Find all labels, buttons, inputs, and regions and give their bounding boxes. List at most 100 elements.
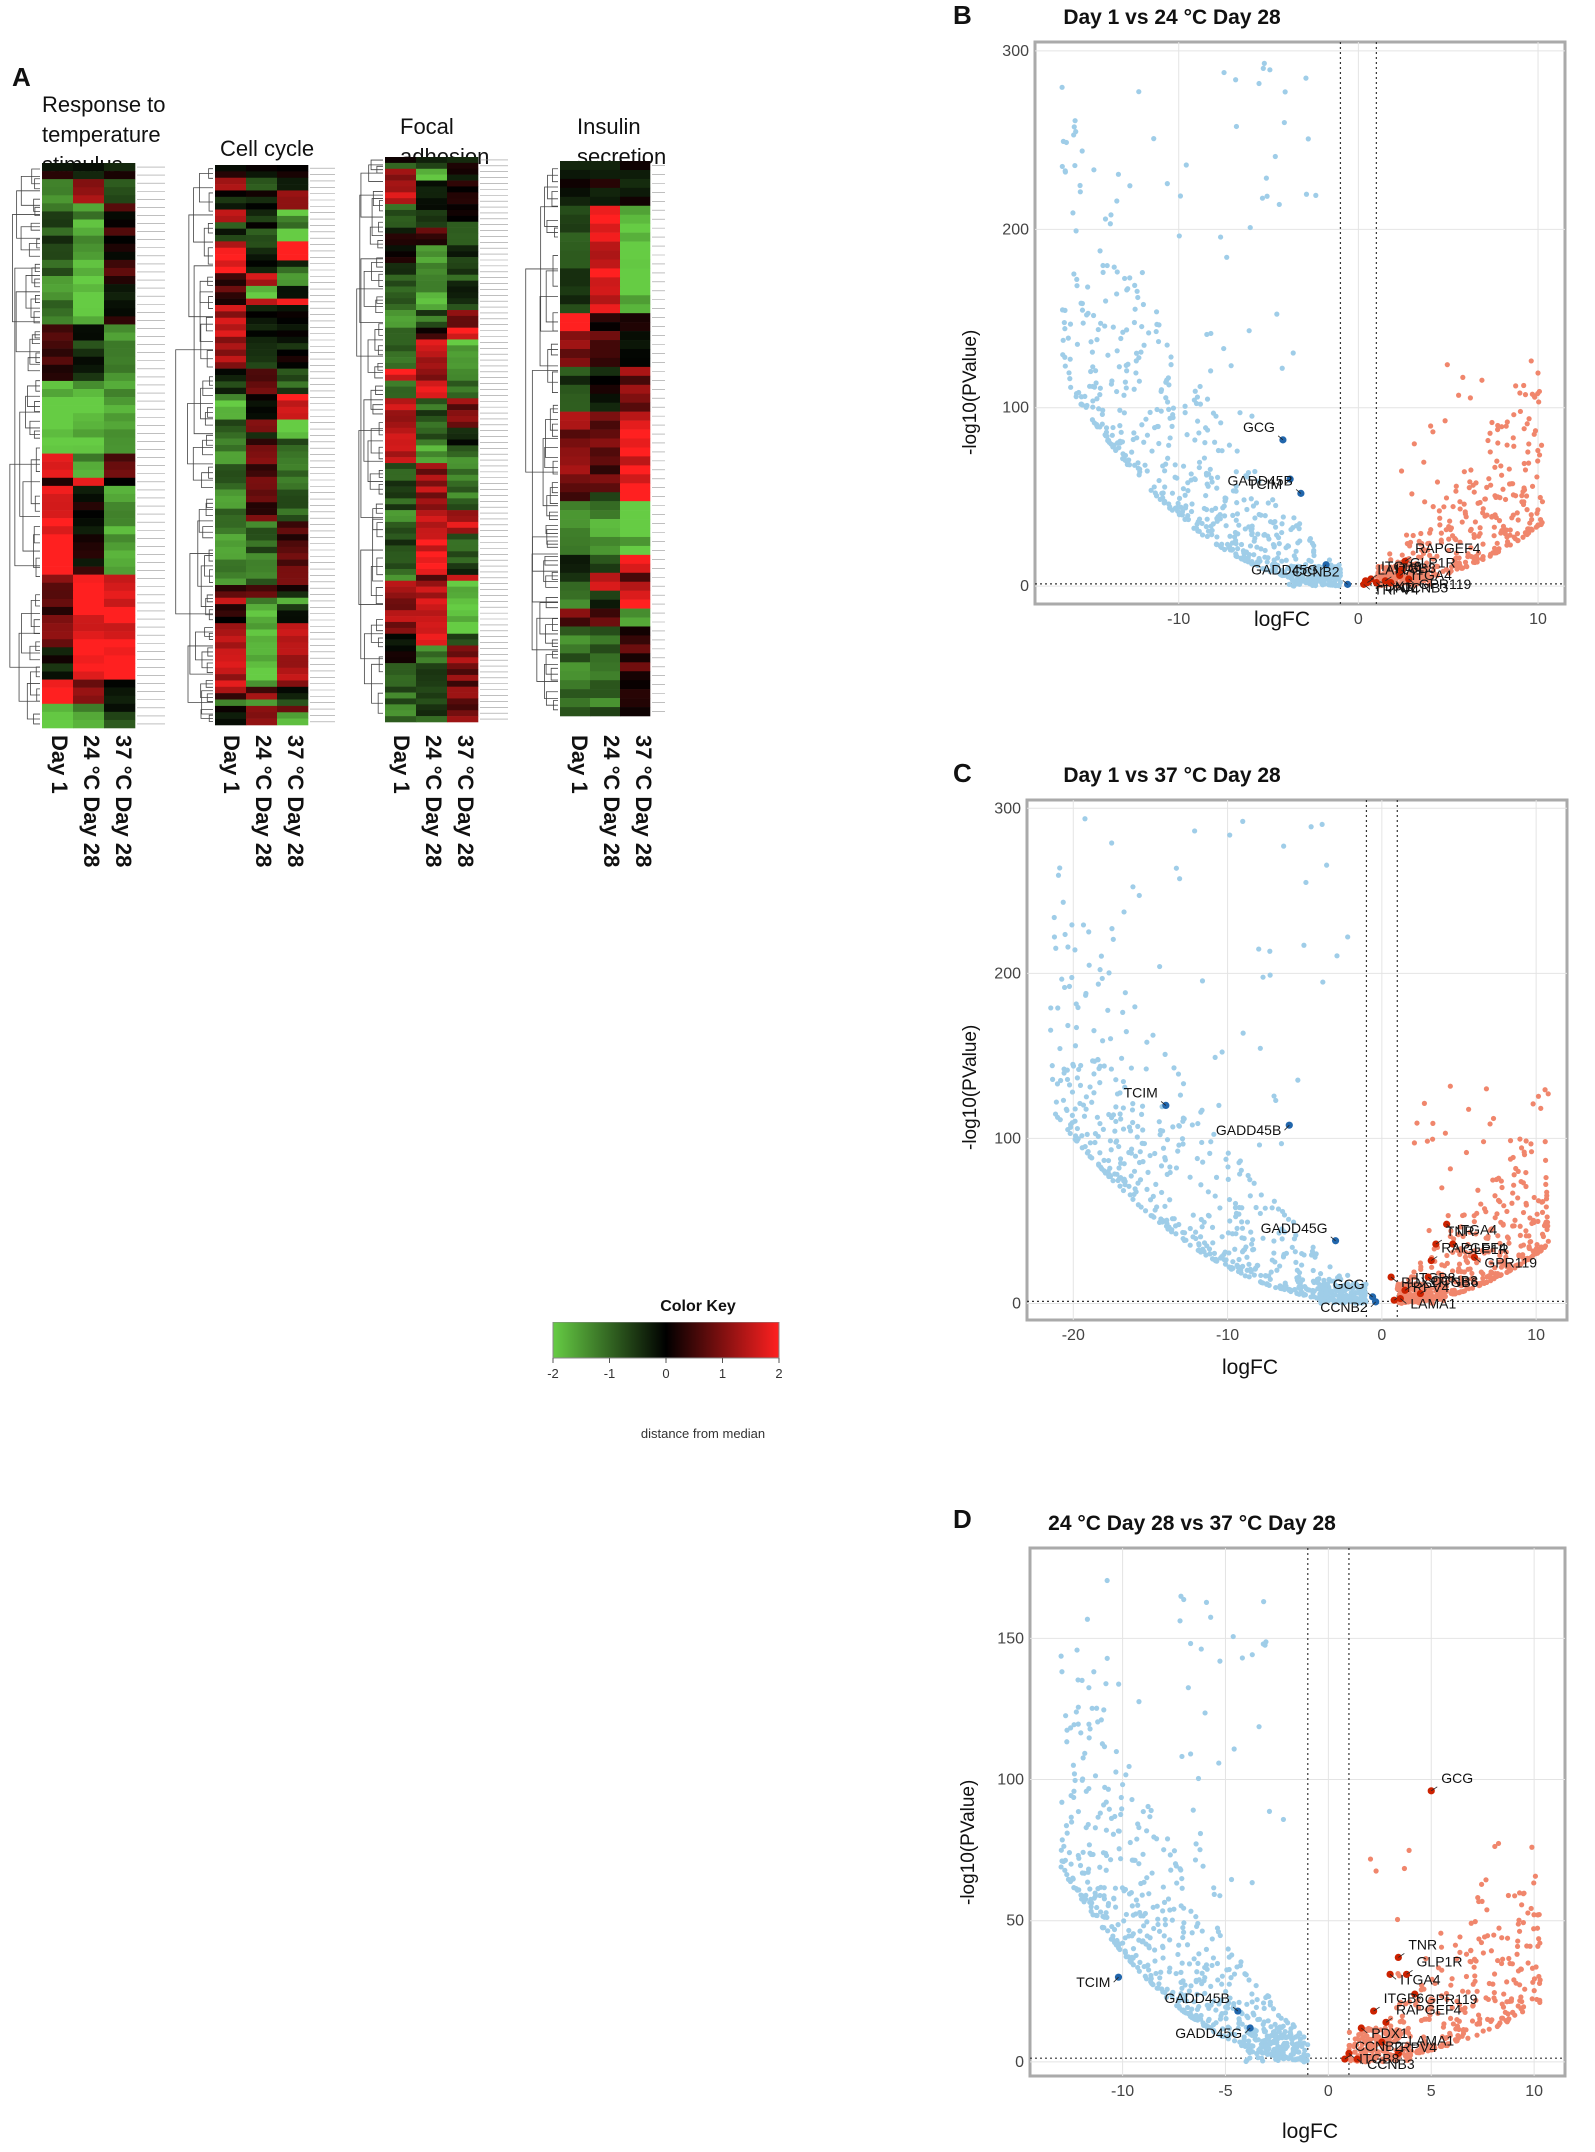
heatmap-cell [385,174,417,181]
heatmap-cell [385,510,417,517]
heatmap-cell [246,616,278,624]
down-regulated-point [1204,396,1211,402]
down-regulated-point [1083,1106,1089,1112]
down-regulated-point [1239,1655,1245,1661]
down-regulated-point [1090,364,1096,370]
panel-label-b: B [953,0,972,30]
down-regulated-point [1261,60,1267,66]
down-regulated-point [1079,148,1085,154]
heatmap-cell [246,457,278,465]
up-regulated-point [1536,452,1543,458]
heatmap-cell [590,420,621,430]
volcano-title-b: Day 1 vs 24 °C Day 28 [1063,6,1281,29]
down-regulated-point [1128,1065,1134,1071]
heatmap-cell [73,308,105,317]
heatmap-cell [246,635,278,643]
down-regulated-point [1182,1992,1189,1998]
up-regulated-point [1418,554,1424,560]
down-regulated-point [1281,1229,1288,1235]
down-regulated-point [1160,1128,1166,1134]
heatmap-cell [385,157,417,164]
heatmap-cell [560,474,591,484]
down-regulated-point [1234,1225,1240,1231]
down-regulated-point [1211,1885,1217,1891]
down-regulated-point [1126,1891,1133,1897]
down-regulated-point [1211,1891,1217,1897]
down-regulated-point [1201,2022,1207,2029]
heatmap-cell [277,298,309,306]
down-regulated-point [1219,1973,1225,1979]
heatmap-cell [416,415,448,423]
down-regulated-point [1115,1922,1121,1928]
heatmap-cell [416,639,448,646]
down-regulated-point [1117,1946,1123,1953]
heatmap-cell [620,635,651,645]
down-regulated-point [1290,2022,1296,2028]
down-regulated-point [1319,821,1325,828]
heatmap-cell [620,545,651,556]
down-regulated-point [1094,423,1100,429]
down-regulated-point [1174,1880,1180,1886]
heatmap-cell [560,250,591,260]
heatmap-cell [560,671,591,681]
down-regulated-point [1213,1174,1220,1180]
up-regulated-point [1477,499,1483,506]
heatmap-cell [385,215,417,223]
heatmap-cell [385,321,417,328]
down-regulated-point [1078,1062,1084,1069]
heatmap-cell [277,616,309,624]
down-regulated-point [1131,319,1138,326]
up-regulated-point [1463,1973,1470,1980]
heatmap-cell [104,469,136,479]
down-regulated-point [1249,1241,1255,1247]
heatmap-cell [73,671,105,680]
down-regulated-point [1276,541,1282,547]
heatmap-cell [447,551,479,558]
down-regulated-point [1060,138,1066,144]
down-regulated-point [1205,1189,1211,1195]
heatmap-cell [246,451,278,459]
down-regulated-point [1083,1094,1089,1100]
heatmap-cell [385,192,417,199]
gene-label: GCG [1333,1276,1365,1292]
heatmap-cell [416,516,448,523]
down-regulated-point [1189,1930,1195,1936]
heatmap-cell [215,502,247,509]
down-regulated-point [1247,224,1253,231]
heatmap-cell [73,453,105,462]
down-regulated-point [1171,1848,1178,1854]
down-regulated-point [1134,1134,1140,1140]
heatmap-cell [104,195,136,204]
heatmap-cell [447,251,479,258]
up-regulated-point [1399,552,1405,558]
down-regulated-point [1272,519,1278,525]
down-regulated-point [1329,566,1336,572]
up-regulated-point [1509,1961,1516,1967]
heatmap-cell [560,707,591,717]
heatmap-cell [277,705,309,713]
heatmap-cell [246,642,278,649]
heatmap-cell [215,680,247,688]
up-regulated-point [1446,524,1452,530]
heatmap-cell [246,521,278,529]
heatmap-cell [246,324,278,331]
down-regulated-point [1114,291,1120,297]
heatmap-cell [246,254,278,261]
heatmap-cell [385,686,417,693]
heatmap-cell [416,669,448,676]
heatmap-cell [42,542,74,551]
down-regulated-point [1251,1272,1257,1278]
heatmap-cell [590,644,621,654]
down-regulated-point [1055,1005,1061,1011]
plot-frame [1033,40,1567,606]
heatmap-cell [385,521,417,529]
heatmap-cell [215,425,247,433]
up-regulated-point [1414,1120,1420,1126]
heatmap-cell [416,545,448,552]
heatmap-cell [215,419,247,427]
heatmap-cell [246,464,278,471]
heatmap-cell [42,469,74,479]
heatmap-cell [73,276,105,285]
down-regulated-point [1291,1236,1298,1242]
down-regulated-point [1219,1049,1225,1055]
